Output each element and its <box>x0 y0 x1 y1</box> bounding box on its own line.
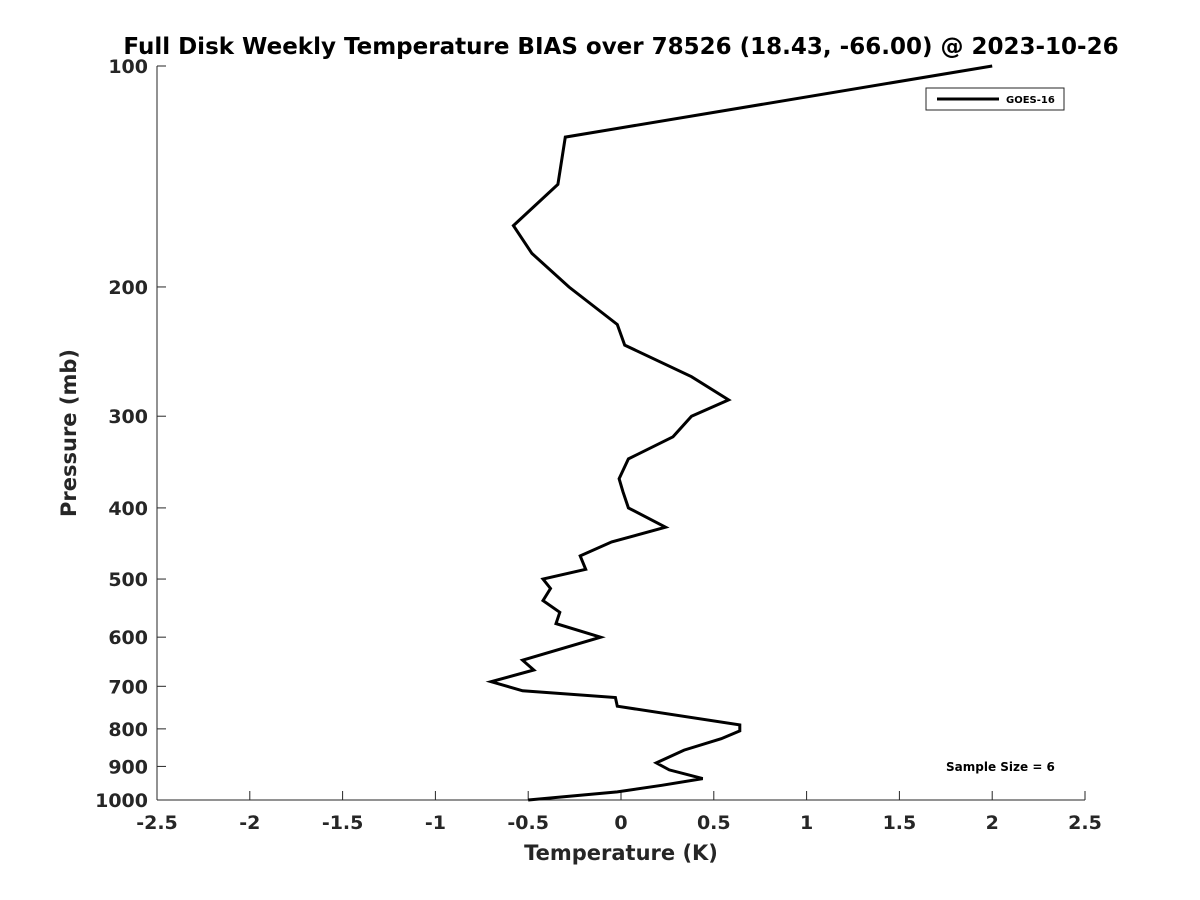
x-tick-label: 2 <box>986 812 999 834</box>
x-tick-label: 0.5 <box>697 812 731 834</box>
series-group <box>485 64 993 802</box>
y-tick-label: 1000 <box>95 790 148 812</box>
y-tick-label: 600 <box>108 627 148 649</box>
y-tick-label: 500 <box>108 569 148 591</box>
x-axis-label: Temperature (K) <box>524 841 718 865</box>
x-tick-label: -2.5 <box>136 812 178 834</box>
y-tick-label: 800 <box>108 719 148 741</box>
legend-entry-goes-16: GOES-16 <box>1006 95 1055 106</box>
y-tick-label: 400 <box>108 498 148 520</box>
y-tick-label: 100 <box>108 56 148 78</box>
chart-title: Full Disk Weekly Temperature BIAS over 7… <box>123 34 1118 60</box>
x-tick-label: -1 <box>425 812 446 834</box>
y-tick-label: 200 <box>108 277 148 299</box>
x-tick-label: -0.5 <box>507 812 549 834</box>
x-ticks: -2.5 -2 -1.5 -1 -0.5 0 0.5 1 1.5 2 2.5 <box>136 791 1102 834</box>
x-tick-label: 1 <box>800 812 813 834</box>
x-tick-label: -2 <box>239 812 260 834</box>
y-tick-label: 300 <box>108 406 148 428</box>
y-axis-label: Pressure (mb) <box>57 349 81 517</box>
y-tick-label: 900 <box>108 756 148 778</box>
sample-size-annotation: Sample Size = 6 <box>946 760 1055 774</box>
series-line-goes-16 <box>485 64 993 802</box>
x-tick-label: 2.5 <box>1068 812 1102 834</box>
x-tick-label: -1.5 <box>322 812 364 834</box>
y-ticks: 100 200 300 400 500 600 700 800 900 1000 <box>95 56 166 812</box>
y-tick-label: 700 <box>108 676 148 698</box>
x-tick-label: 1.5 <box>883 812 917 834</box>
legend[interactable]: GOES-16 <box>925 87 1065 111</box>
x-tick-label: 0 <box>614 812 627 834</box>
